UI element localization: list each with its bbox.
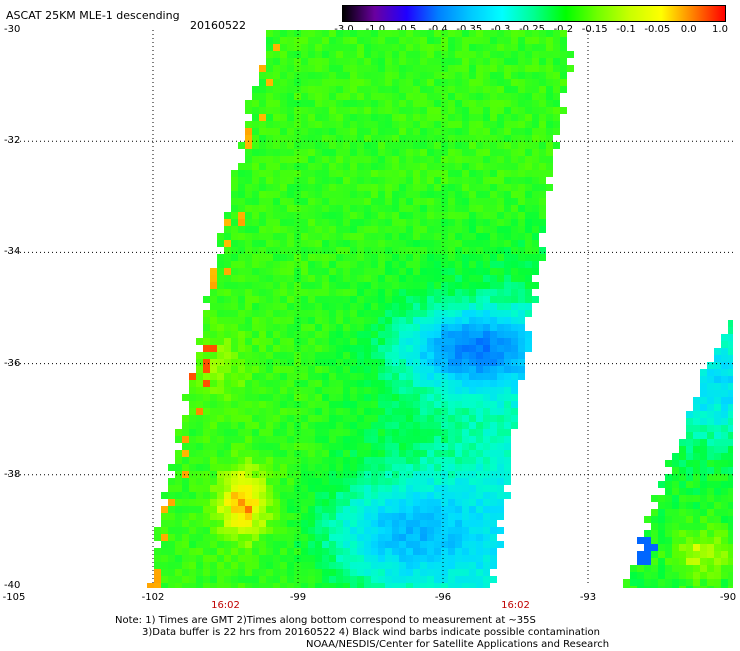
colorbar-label: -0.4 bbox=[428, 24, 448, 35]
time-label: 16:02 bbox=[501, 600, 530, 611]
colorbar-label: -0.5 bbox=[396, 24, 417, 35]
time-label: 16:02 bbox=[211, 600, 240, 611]
note-line-2: 3)Data buffer is 22 hrs from 20160522 4)… bbox=[142, 627, 600, 638]
note-line-3: NOAA/NESDIS/Center for Satellite Applica… bbox=[306, 639, 610, 650]
wind-swaths bbox=[147, 30, 733, 588]
latitude-label: -38 bbox=[4, 468, 21, 480]
map-title: ASCAT 25KM MLE-1 descending bbox=[6, 9, 180, 22]
latitude-label: -40 bbox=[4, 580, 21, 591]
longitude-label: -102 bbox=[141, 592, 165, 603]
swath-map bbox=[8, 30, 733, 588]
longitude-label: -96 bbox=[434, 592, 452, 603]
colorbar-label: -0.05 bbox=[644, 24, 671, 35]
latitude-label: -36 bbox=[4, 357, 21, 369]
longitude-label: -105 bbox=[2, 592, 26, 603]
colorbar-label: -3.0 bbox=[334, 24, 354, 35]
latitude-label: -34 bbox=[4, 246, 21, 258]
colorbar-label: -0.2 bbox=[553, 24, 574, 35]
longitude-label: -93 bbox=[579, 592, 597, 603]
colorbar-label: -0.35 bbox=[456, 24, 483, 35]
longitude-label: -90 bbox=[719, 592, 737, 603]
colorbar-label: -0.3 bbox=[490, 24, 511, 35]
lat-lon-grid bbox=[8, 30, 733, 586]
colorbar bbox=[342, 5, 726, 22]
colorbar-label: -1.0 bbox=[365, 24, 386, 35]
colorbar-label: -0.25 bbox=[519, 24, 545, 35]
longitude-label: -99 bbox=[289, 592, 307, 603]
colorbar-label: -0.15 bbox=[581, 24, 608, 35]
colorbar-label: 0.0 bbox=[680, 24, 697, 35]
latitude-label: -32 bbox=[4, 135, 21, 147]
footnotes: Note: 1) Times are GMT 2)Times along bot… bbox=[115, 615, 609, 651]
latitude-label: -30 bbox=[4, 24, 21, 35]
colorbar-label: 1.0 bbox=[712, 24, 728, 35]
map-date: 20160522 bbox=[190, 19, 246, 32]
note-line-1: Note: 1) Times are GMT 2)Times along bot… bbox=[115, 615, 536, 626]
colorbar-label: -0.1 bbox=[616, 24, 636, 35]
